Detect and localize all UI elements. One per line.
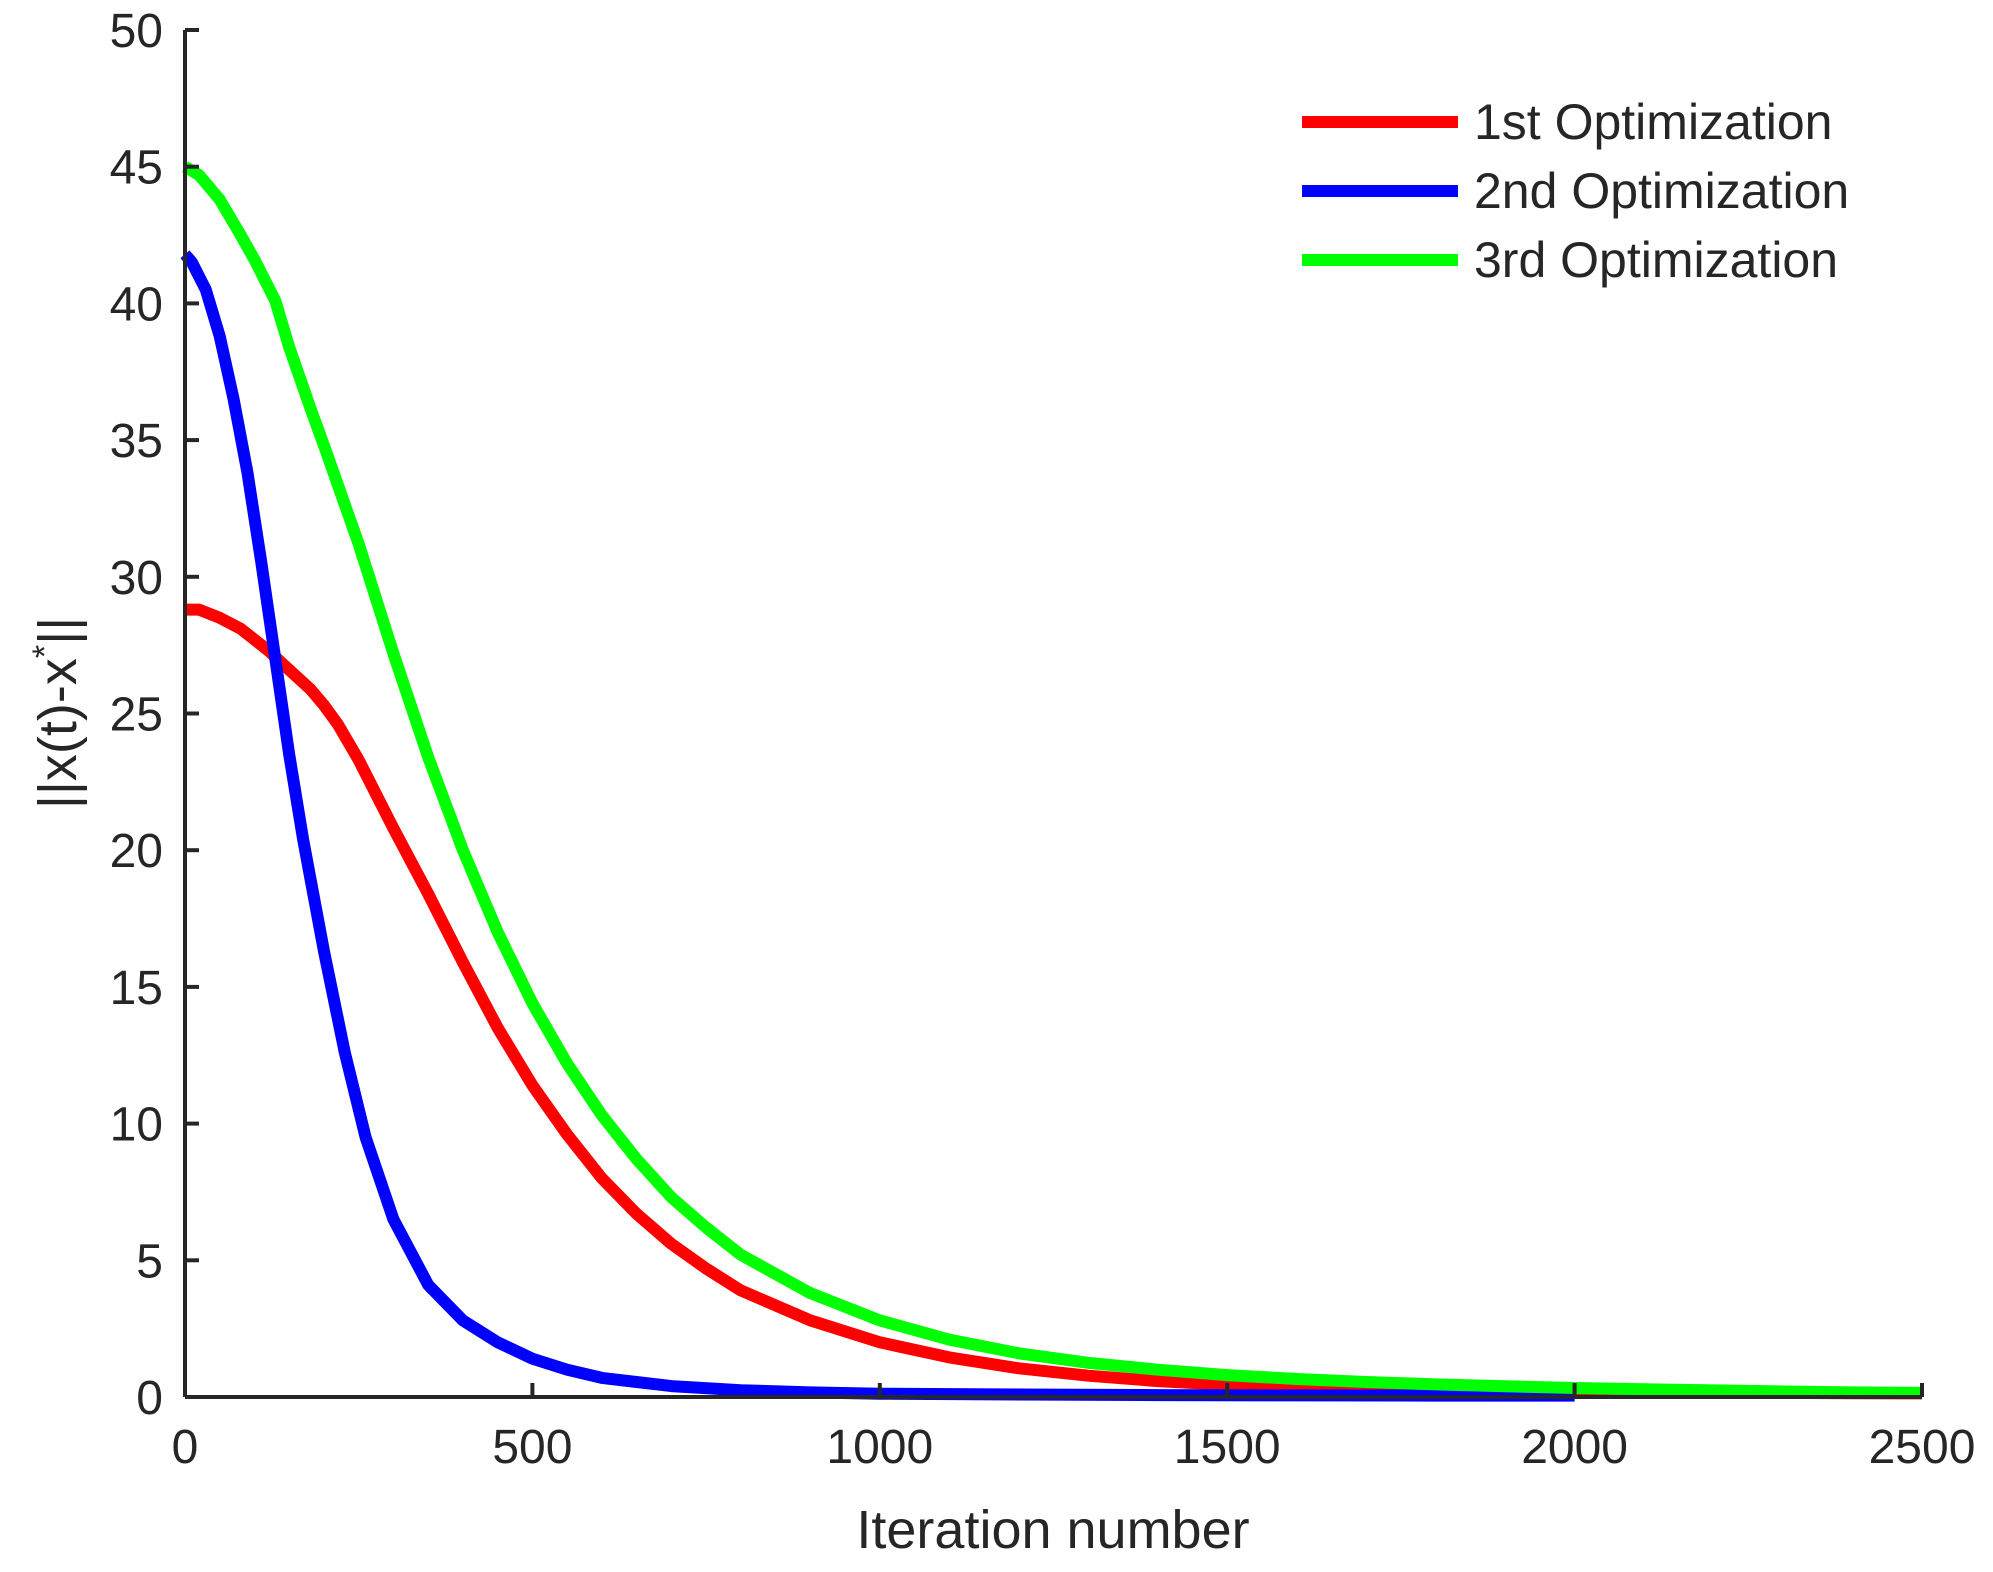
- legend-label-1: 1st Optimization: [1474, 94, 1832, 150]
- y-tick-label: 40: [110, 278, 163, 331]
- legend: 1st Optimization 2nd Optimization 3rd Opti…: [1302, 94, 1849, 288]
- x-tick-label: 2500: [1869, 1421, 1976, 1474]
- y-tick-label: 25: [110, 689, 163, 742]
- y-tick-label: 45: [110, 142, 163, 195]
- y-tick-label: 15: [110, 962, 163, 1015]
- y-axis-label-superscript: *: [26, 645, 64, 658]
- x-axis-label: Iteration number: [856, 1500, 1249, 1560]
- series-line-1: [185, 603, 1923, 1400]
- series-layer: [180, 161, 1923, 1402]
- x-tick-label: 1000: [826, 1421, 933, 1474]
- y-tick-label: 35: [110, 415, 163, 468]
- y-axis-label-suffix: ||: [28, 617, 88, 645]
- series-line-3: [181, 161, 1923, 1399]
- legend-label-3: 3rd Optimization: [1474, 232, 1838, 288]
- y-tick-label: 30: [110, 552, 163, 605]
- y-tick-label: 20: [110, 825, 163, 878]
- y-tick-label: 0: [136, 1372, 163, 1425]
- y-axis-label-main: ||x(t)-x: [28, 658, 88, 809]
- x-tick-label: 1500: [1174, 1421, 1281, 1474]
- series-line-2: [180, 250, 1575, 1402]
- y-tick-label: 50: [110, 5, 163, 58]
- y-tick-label: 10: [110, 1099, 163, 1152]
- x-tick-label: 500: [492, 1421, 572, 1474]
- y-tick-label: 5: [136, 1235, 163, 1288]
- legend-label-2: 2nd Optimization: [1474, 163, 1849, 219]
- y-axis-label: ||x(t)-x*||: [26, 617, 88, 809]
- x-tick-label: 2000: [1521, 1421, 1628, 1474]
- x-tick-label: 0: [172, 1421, 199, 1474]
